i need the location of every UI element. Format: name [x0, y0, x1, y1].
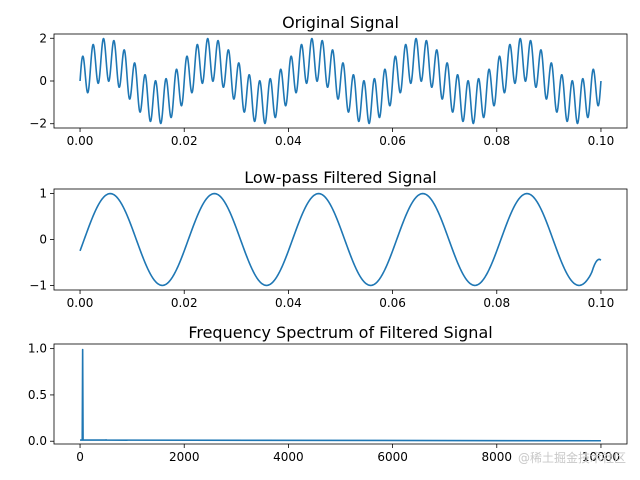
filtered-signal-xtick-label: 0.10 [588, 296, 615, 310]
spectrum-series-line [80, 348, 601, 442]
original-signal-ytick-label: −2 [29, 117, 47, 131]
original-signal-xtick-label: 0.04 [275, 134, 302, 148]
spectrum-ytick-label: 0.5 [28, 388, 47, 402]
filtered-signal-xtick-label: 0.02 [171, 296, 198, 310]
filtered-signal-series-line [79, 192, 602, 287]
spectrum-xtick-label: 2000 [169, 450, 200, 464]
original-signal-ytick-label: 2 [39, 31, 47, 45]
original-signal-series-line [79, 37, 602, 125]
spectrum-ytick-label: 0.0 [28, 434, 47, 448]
spectrum-axes-frame [53, 343, 628, 445]
original-signal-xtick-label: 0.02 [171, 134, 198, 148]
original-signal-xtick-label: 0.10 [588, 134, 615, 148]
original-signal-xtick-label: 0.06 [379, 134, 406, 148]
spectrum-panel: Frequency Spectrum of Filtered Signal 0 20… [28, 323, 628, 464]
spectrum-title: Frequency Spectrum of Filtered Signal [188, 323, 492, 342]
filtered-signal-xtick-label: 0.06 [379, 296, 406, 310]
original-signal-xtick-label: 0.08 [483, 134, 510, 148]
spectrum-xtick-label: 6000 [377, 450, 408, 464]
watermark-text: @稀土掘金技术社区 [517, 451, 626, 465]
filtered-signal-ytick-label: 1 [39, 187, 47, 201]
filtered-signal-xtick-label: 0.04 [275, 296, 302, 310]
spectrum-xtick-label: 0 [76, 450, 84, 464]
filtered-signal-title: Low-pass Filtered Signal [244, 168, 437, 187]
filtered-signal-xtick-label: 0.08 [483, 296, 510, 310]
filtered-signal-ytick-label: −1 [29, 278, 47, 292]
filtered-signal-ytick-label: 0 [39, 233, 47, 247]
filtered-signal-axes-frame [53, 188, 628, 291]
filtered-signal-panel: Low-pass Filtered Signal 0.00 0.02 0.04 0.06… [29, 168, 628, 310]
original-signal-title: Original Signal [282, 13, 399, 32]
spectrum-xtick-label: 8000 [481, 450, 512, 464]
spectrum-xtick-label: 4000 [273, 450, 304, 464]
original-signal-panel: Original Signal 0.00 0.02 0.04 0.06 0.08 0.10 −… [29, 13, 628, 148]
original-signal-xtick-label: 0.00 [67, 134, 94, 148]
original-signal-ytick-label: 0 [39, 74, 47, 88]
filtered-signal-xtick-label: 0.00 [67, 296, 94, 310]
spectrum-ytick-label: 1.0 [28, 342, 47, 356]
spectrum-xtick-label: 10000 [582, 450, 620, 464]
